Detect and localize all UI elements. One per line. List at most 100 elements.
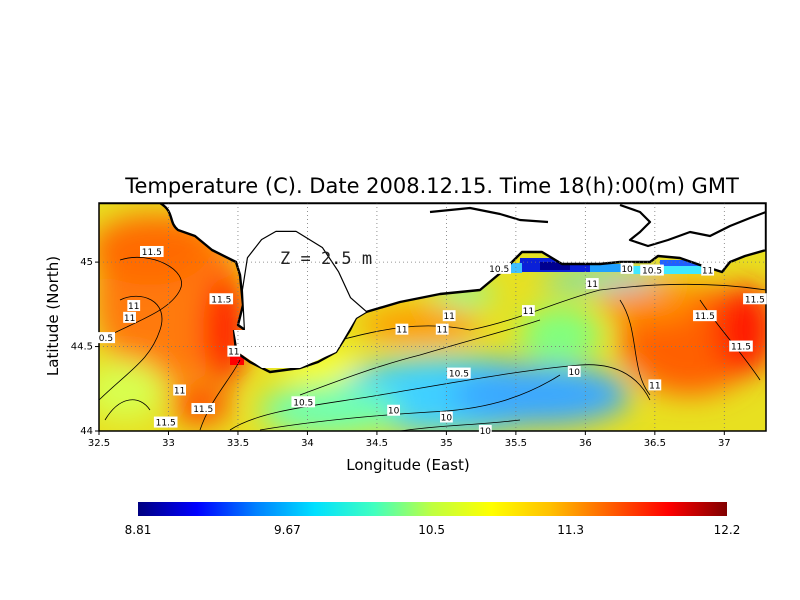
contour-label-bg (640, 264, 664, 276)
contour-label-text: 11.5 (142, 248, 162, 258)
contour-label: 11.5 (191, 403, 216, 415)
contour-label-text: 11.5 (193, 405, 213, 415)
contour-label: 11 (648, 379, 662, 391)
contour-label-text: 10 (569, 368, 581, 378)
contour-label-bg (153, 416, 178, 428)
contour-label: 11 (442, 310, 456, 322)
x-tick-label: 37 (718, 438, 731, 449)
contour-label: 11.5 (209, 293, 234, 305)
contour-label: 11 (701, 264, 715, 277)
contour-label-text: 10 (480, 427, 492, 437)
contour-label: 11.5 (693, 310, 717, 322)
colorbar-tick-label: 11.3 (557, 523, 584, 537)
contour-label-text: 10 (441, 413, 453, 423)
contour-label-bg (127, 300, 141, 312)
x-tick-label: 36 (579, 438, 592, 449)
depth-label: Z = 2.5 m (280, 249, 372, 269)
contour-label: 11.5 (729, 340, 753, 353)
contour-label-bg (743, 293, 767, 305)
contour-label-text: 10.5 (642, 267, 662, 277)
colorbar-tick-label: 9.67 (274, 523, 301, 537)
contour-label-text: 10 (388, 407, 400, 417)
contour-labels: 11.5 11.5 11 11 0.5 11.5 11 11 11.5 10.5 10 10 10 10.… (96, 245, 767, 437)
contour-label-text: 11 (174, 386, 185, 396)
contour-label-bg (487, 262, 511, 274)
contour-label: 11 (173, 384, 186, 396)
contour-label-bg (227, 345, 241, 357)
contour-label-text: 10 (621, 265, 633, 275)
contour-label: 10 (620, 262, 634, 275)
contour-label-bg (173, 384, 186, 396)
contour-label: 11 (395, 323, 409, 336)
contour-label: 11 (435, 323, 449, 336)
contour-label-bg (209, 293, 234, 305)
contour-label-text: 11 (649, 381, 660, 391)
contour-label: 11 (127, 300, 141, 312)
contour-label: 10.5 (640, 264, 664, 277)
contour-label-text: 11 (228, 348, 239, 358)
contour-label-bg (439, 411, 453, 423)
contour-label-bg (191, 403, 216, 415)
y-tick-label: 44 (80, 426, 93, 437)
contour-label-bg (96, 332, 116, 344)
colorbar-gradient (138, 502, 727, 516)
contour-label-bg (442, 310, 456, 322)
contour-label: 11 (227, 345, 241, 358)
contour-label-bg (123, 311, 136, 323)
contour-label-text: 11.5 (695, 312, 715, 322)
contour-label-bg (447, 367, 471, 379)
contour-label-text: 11 (396, 326, 407, 336)
contour-label: 10 (439, 411, 453, 423)
contour-label: 10.5 (291, 396, 316, 408)
contour-lines (99, 256, 766, 431)
contour-label-bg (693, 310, 717, 322)
contour-label-bg (729, 340, 753, 352)
contour-label-bg (648, 379, 662, 391)
contour-label: 10 (387, 404, 400, 417)
x-tick-label: 34.5 (366, 438, 388, 449)
x-axis-label: Longitude (East) (346, 456, 469, 474)
contour-label-bg (620, 262, 634, 274)
contour-label: 0.5 (96, 332, 116, 344)
contour-label-bg (395, 323, 409, 335)
contour-label-bg (387, 404, 400, 416)
contour-label-text: 11 (587, 280, 598, 290)
contour-label-text: 10.5 (489, 265, 509, 275)
contour-label: 10 (478, 425, 492, 437)
y-axis-label: Latitude (North) (44, 256, 62, 376)
contour-label-bg (567, 365, 581, 377)
contour-label-text: 11 (437, 326, 448, 336)
x-tick-label: 32.5 (88, 438, 110, 449)
contour-label-text: 11 (523, 307, 534, 317)
contour-label-text: 11.5 (156, 419, 176, 429)
y-tick-label: 44.5 (71, 342, 93, 353)
x-tick-label: 34 (301, 438, 314, 449)
contour-label-text: 11.5 (745, 295, 765, 305)
contour-label: 10.5 (487, 262, 511, 275)
contour-label: 11.5 (153, 416, 178, 429)
contour-label: 11 (585, 278, 599, 290)
contour-label-bg (478, 425, 492, 436)
contour-label: 10 (567, 365, 581, 378)
colorbar-tick-labels: 8.81 9.67 10.5 11.3 12.2 (125, 523, 741, 537)
contour-label-bg (140, 245, 164, 257)
contour-label-text: 10.5 (293, 398, 313, 408)
x-tick-label: 35 (440, 438, 453, 449)
colorbar-tick-label: 12.2 (714, 523, 741, 537)
colorbar: 8.81 9.67 10.5 11.3 12.2 (125, 502, 741, 537)
x-tick-label: 36.5 (644, 438, 666, 449)
land-mass (99, 203, 766, 374)
plot-frame (98, 202, 767, 432)
contour-label-bg (521, 305, 535, 317)
contour-label: 11 (123, 311, 136, 324)
x-tick-label: 33.5 (227, 438, 249, 449)
contour-label-text: 11.5 (731, 343, 751, 353)
map-title: Temperature (C). Date 2008.12.15. Time 1… (124, 174, 739, 198)
contour-label-text: 0.5 (99, 334, 113, 344)
contour-label-text: 11 (443, 312, 454, 322)
plot-area: 11.5 11.5 11 11 0.5 11.5 11 11 11.5 10.5 10 10 10 10.… (96, 202, 767, 437)
colorbar-tick-label: 10.5 (418, 523, 445, 537)
contour-label-text: 10.5 (449, 370, 469, 380)
contour-label-text: 11 (702, 267, 713, 277)
